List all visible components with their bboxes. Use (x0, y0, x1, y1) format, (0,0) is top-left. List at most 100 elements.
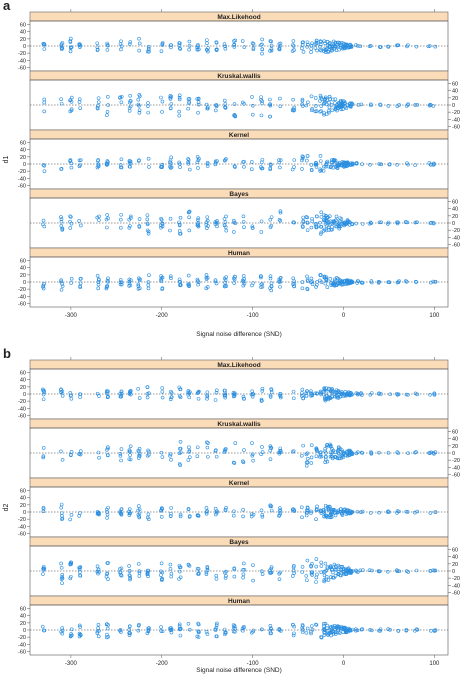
data-point (233, 629, 237, 634)
data-point (187, 448, 192, 453)
data-point (169, 276, 173, 281)
data-point (395, 450, 400, 455)
data-point (196, 621, 200, 626)
data-point (197, 630, 201, 635)
data-point (136, 159, 141, 163)
data-point (314, 517, 318, 522)
data-point (69, 627, 74, 632)
data-point (326, 164, 331, 169)
data-point (77, 623, 82, 628)
data-point (223, 278, 228, 282)
data-point (187, 215, 191, 220)
data-point (105, 391, 109, 396)
data-point (159, 629, 164, 633)
data-point (269, 162, 273, 167)
data-point (195, 566, 200, 571)
data-point (304, 452, 309, 457)
data-point (177, 451, 182, 455)
data-point (310, 41, 314, 46)
data-point (204, 275, 209, 280)
data-point (260, 389, 265, 393)
data-point (433, 280, 438, 284)
data-point (215, 219, 219, 223)
data-point (78, 106, 83, 111)
data-point (68, 40, 73, 44)
data-point (160, 275, 165, 280)
data-point (195, 217, 200, 222)
data-point (344, 106, 349, 110)
data-point (278, 275, 283, 280)
data-point (315, 282, 319, 287)
data-point (250, 95, 254, 99)
data-point (137, 224, 142, 228)
data-point (127, 449, 132, 454)
data-point (69, 450, 74, 454)
data-point (214, 577, 219, 581)
data-point (224, 284, 229, 288)
data-point (178, 215, 183, 220)
data-point (339, 45, 343, 50)
data-point (168, 164, 172, 169)
data-point (222, 450, 227, 454)
data-point (323, 455, 328, 459)
data-point (259, 219, 264, 224)
y-tick-label: -20 (18, 517, 26, 523)
data-point (388, 628, 392, 632)
data-point (96, 100, 101, 105)
data-point (305, 456, 310, 461)
data-point (127, 564, 131, 568)
data-point (105, 41, 110, 46)
data-point (378, 102, 382, 107)
data-point (222, 223, 227, 228)
data-point (41, 628, 46, 633)
data-point (268, 114, 272, 119)
data-point (160, 506, 164, 511)
data-point (359, 510, 363, 514)
data-point (160, 165, 164, 170)
data-point (177, 109, 181, 114)
x-axis-title: Signal noise difference (SND) (196, 667, 282, 674)
data-point (128, 104, 133, 109)
data-point (269, 390, 274, 395)
data-point (205, 38, 209, 42)
data-point (319, 104, 324, 108)
data-point (292, 105, 297, 110)
data-point (332, 158, 337, 162)
data-point (59, 565, 64, 570)
data-point (268, 217, 273, 222)
data-point (168, 228, 172, 233)
data-point (127, 42, 132, 46)
data-point (77, 567, 82, 571)
data-point (169, 161, 173, 166)
data-point (346, 510, 350, 515)
data-point (350, 279, 354, 284)
data-point (260, 157, 265, 162)
data-point (349, 44, 354, 48)
data-point (314, 454, 319, 458)
data-point (322, 510, 327, 515)
data-point (386, 104, 391, 108)
data-point (304, 394, 309, 398)
data-point (278, 276, 283, 281)
data-point (69, 513, 74, 517)
data-point (232, 509, 236, 514)
data-point (77, 631, 82, 636)
data-point (379, 162, 383, 167)
data-point (277, 577, 282, 581)
data-point (242, 164, 246, 169)
data-point (268, 457, 273, 462)
data-point (205, 41, 209, 45)
data-point (69, 276, 74, 281)
data-point (213, 108, 218, 113)
data-point (349, 569, 353, 573)
data-point (145, 217, 150, 222)
data-point (78, 565, 82, 570)
data-point (260, 47, 265, 52)
data-point (315, 225, 319, 229)
data-point (223, 388, 227, 393)
data-point (333, 101, 337, 105)
data-point (360, 627, 364, 631)
data-point (59, 215, 63, 219)
data-point (404, 279, 409, 284)
data-point (205, 393, 209, 398)
